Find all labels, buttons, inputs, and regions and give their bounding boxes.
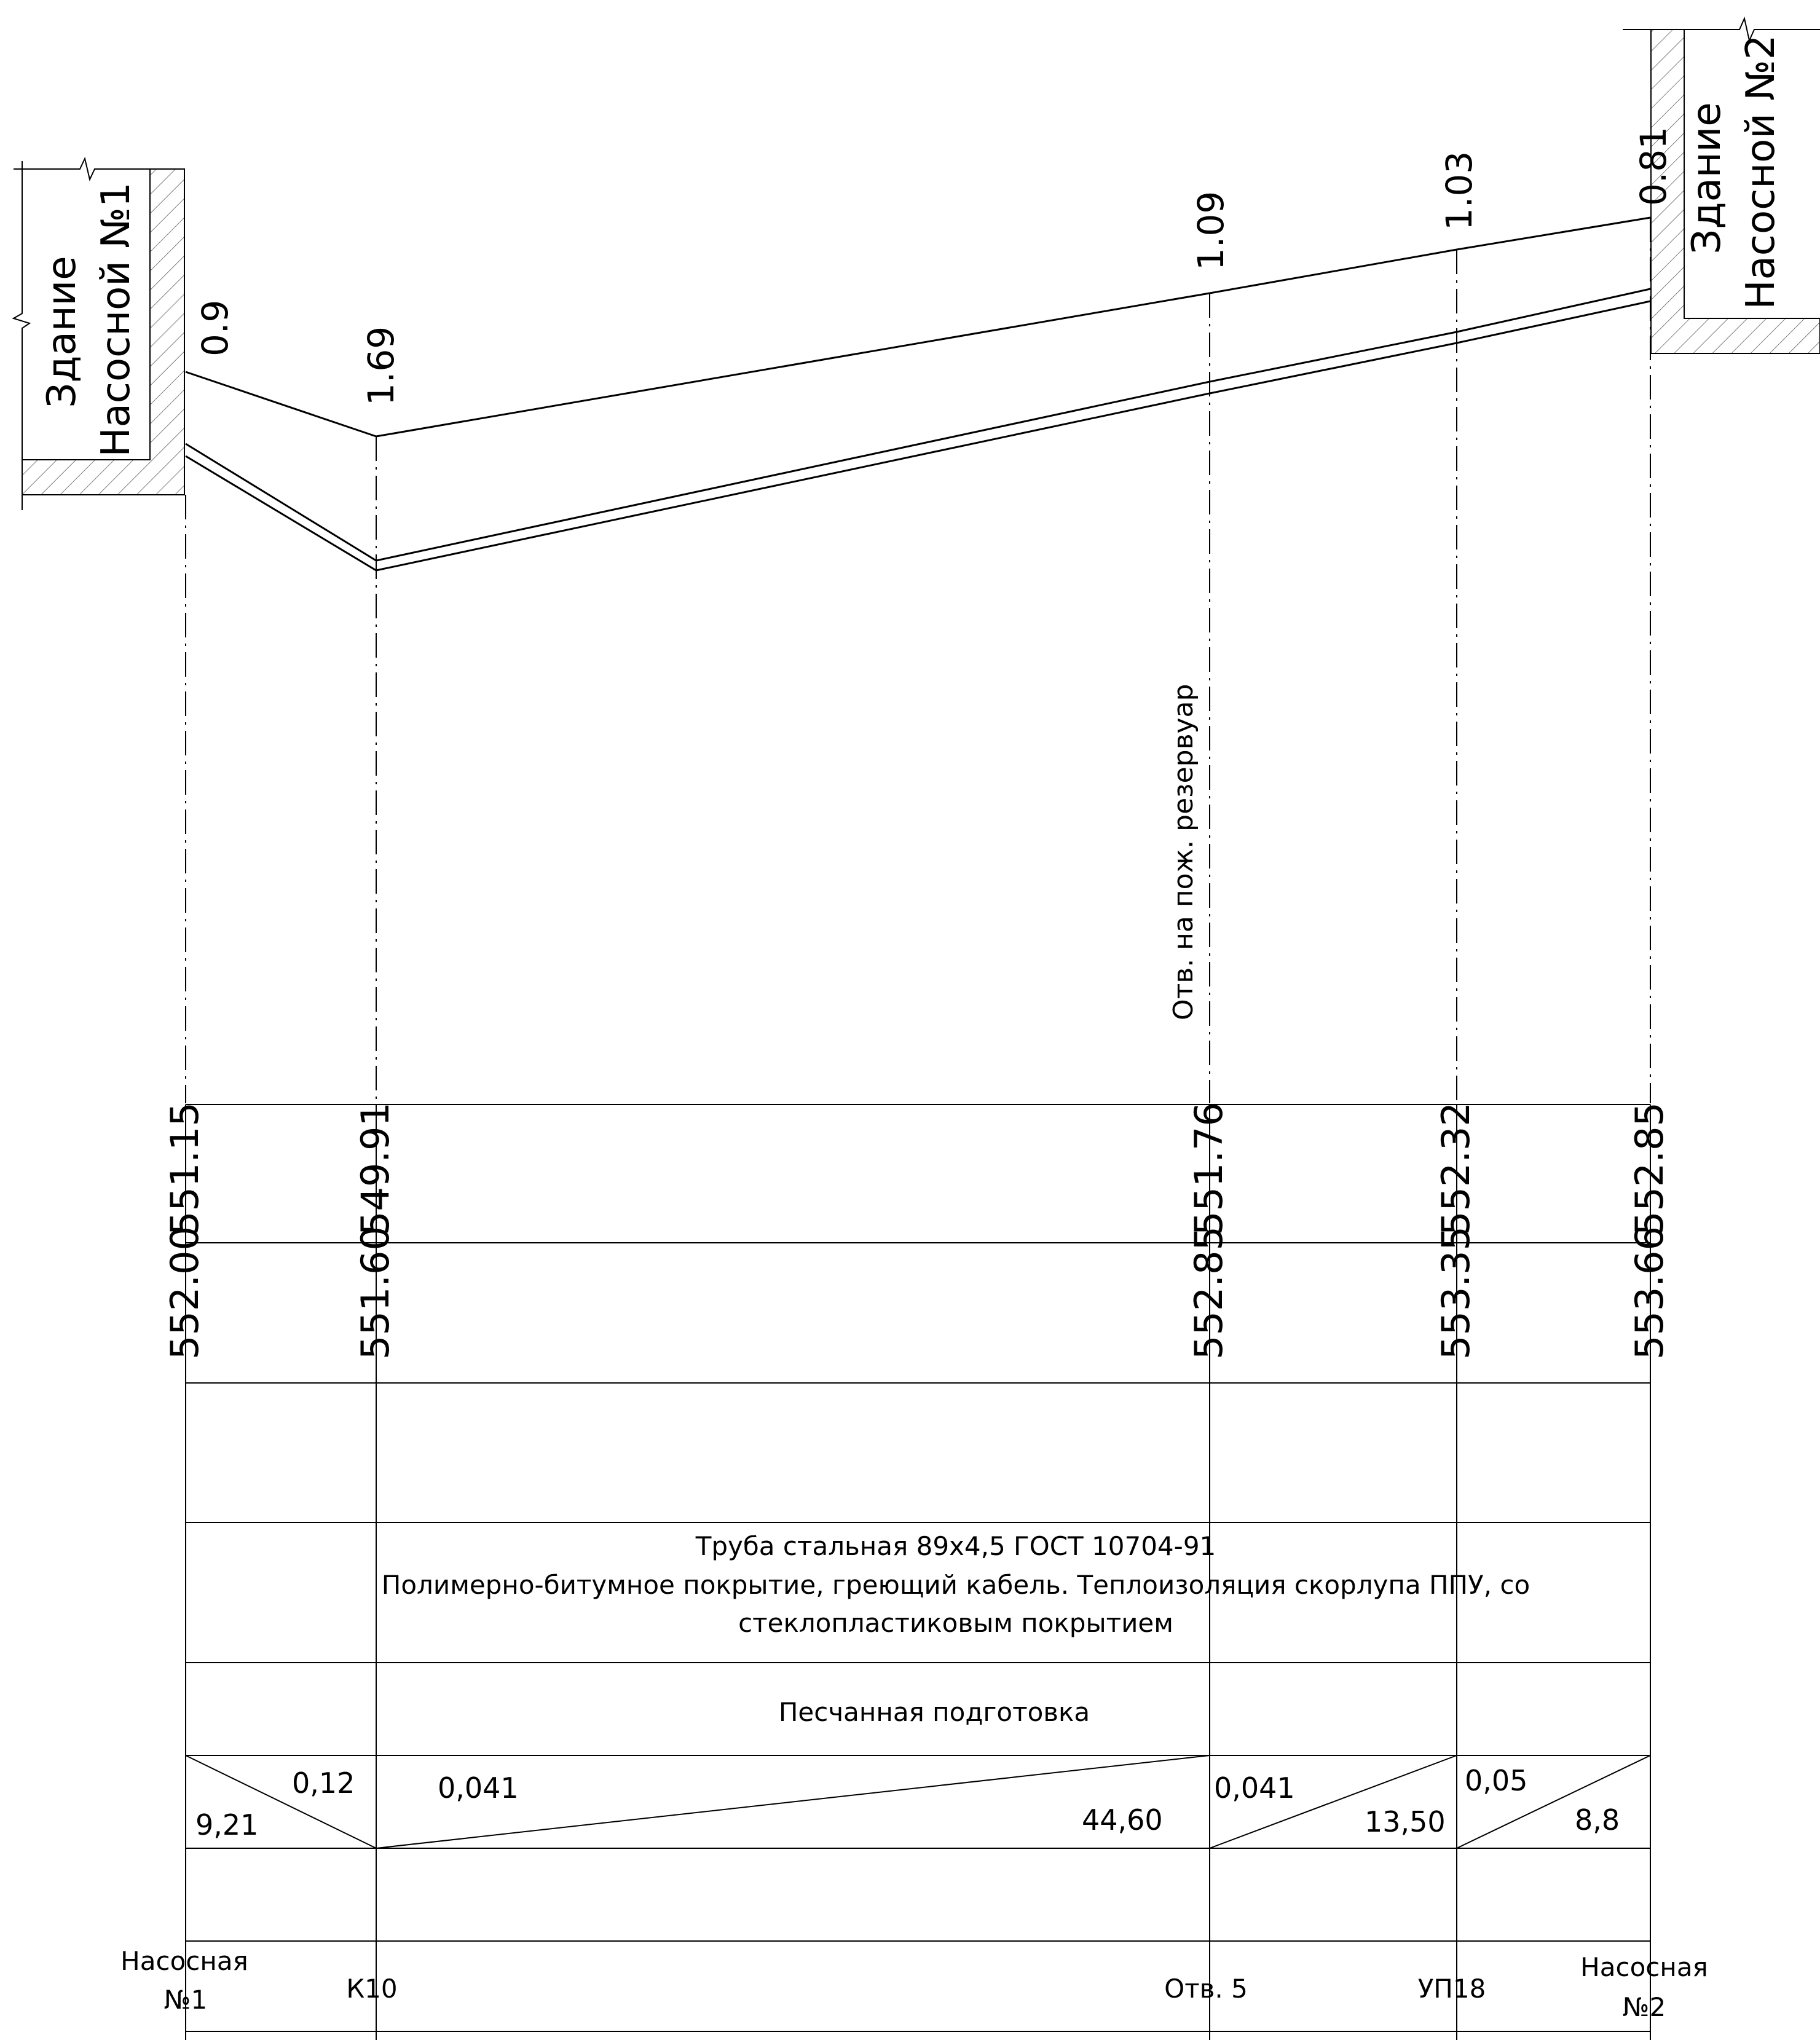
slope-values: 0,12 9,21 0,041 44,60 0,041 13,50 0,05 8… [195, 1764, 1620, 1841]
ground-surface-line [185, 216, 1651, 438]
ground-elevation: 552.85 [1186, 1226, 1231, 1360]
slope-value: 0,05 [1465, 1764, 1527, 1797]
building-right-break-line-top [1623, 16, 1820, 43]
depth-labels: 0.9 1.69 1.09 1.03 0.81 [194, 127, 1674, 406]
pipe-description-line1: Труба стальная 89х4,5 ГОСТ 10704-91 [695, 1531, 1216, 1561]
branch-note: Отв. на пож. резервуар [1168, 684, 1199, 1020]
pipe-elevation: 551.76 [1186, 1102, 1231, 1235]
pipe-bottom-line [185, 300, 1651, 572]
slope-length: 13,50 [1365, 1805, 1446, 1838]
building-right: Здание Насосной №2 [1623, 16, 1820, 354]
building-left-label-line2: Насосной №1 [93, 182, 139, 457]
pipe-top-line [185, 288, 1651, 562]
station-name-line2: №2 [1623, 1992, 1666, 2022]
station-axes [185, 218, 1651, 1103]
ground-elevation: 553.35 [1433, 1226, 1478, 1360]
station-name-line1: Отв. 5 [1164, 1974, 1248, 2004]
pipe-elevation: 551.15 [162, 1102, 207, 1235]
station-names: Насосная №1 К10 Отв. 5 УП18 Насосная №2 [120, 1946, 1708, 2022]
slope-length: 9,21 [195, 1808, 258, 1841]
depth-label: 1.69 [360, 326, 402, 406]
depth-label: 0.81 [1633, 127, 1674, 206]
ground-elevations: 552.00 551.60 552.85 553.35 553.66 [162, 1226, 1672, 1360]
station-name-line1: К10 [346, 1974, 397, 2004]
pipe-description-line2: Полимерно-битумное покрытие, греющий каб… [382, 1570, 1530, 1600]
building-right-label-line2: Насосной №2 [1738, 34, 1784, 309]
pipe-elevation: 552.32 [1433, 1102, 1478, 1235]
slope-value: 0,041 [438, 1771, 519, 1805]
depth-label: 1.03 [1438, 151, 1480, 230]
slope-diagonals [185, 1755, 1651, 1849]
depth-label: 0.9 [194, 300, 236, 356]
base-label: Песчанная подготовка [779, 1697, 1090, 1727]
slope-length: 44,60 [1082, 1803, 1163, 1837]
building-left-label-line1: Здание [39, 256, 85, 408]
station-name-line1: УП18 [1418, 1974, 1486, 2004]
pipe-description-line3: стеклопластиковым покрытием [738, 1608, 1173, 1638]
building-right-label-line1: Здание [1684, 102, 1730, 254]
building-right-wall [1650, 29, 1820, 354]
profile-table [185, 1104, 1651, 2040]
ground-elevation: 551.60 [353, 1226, 398, 1360]
building-left-break-line-side [12, 289, 31, 510]
slope-value: 0,12 [292, 1766, 355, 1800]
ground-elevation: 552.00 [162, 1226, 207, 1360]
pipe-elevations: 551.15 549.91 551.76 552.32 552.85 [162, 1102, 1672, 1235]
pipe-elevation: 549.91 [353, 1102, 398, 1235]
station-name-line2: №1 [164, 1985, 207, 2015]
slope-value: 0,041 [1214, 1771, 1295, 1805]
building-left: Здание Насосной №1 [12, 156, 185, 510]
ground-elevation: 553.66 [1627, 1226, 1672, 1360]
station-name-line1: Насосная [1580, 1952, 1708, 1982]
depth-label: 1.09 [1190, 191, 1232, 270]
station-name-line1: Насосная [120, 1946, 248, 1976]
pipe-elevation: 552.85 [1627, 1102, 1672, 1235]
building-left-break-line-top [14, 156, 184, 182]
slope-length: 8,8 [1575, 1803, 1620, 1837]
